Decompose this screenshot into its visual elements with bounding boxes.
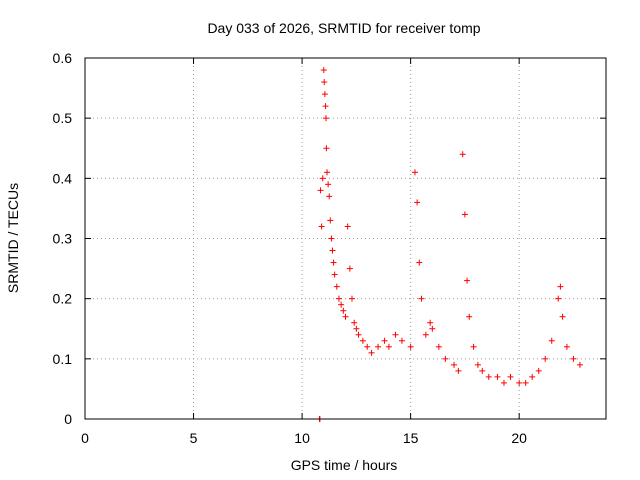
data-point	[340, 307, 347, 314]
data-point	[317, 187, 324, 194]
data-point	[322, 115, 329, 122]
data-point	[464, 277, 471, 284]
data-point	[542, 355, 549, 362]
data-point	[559, 313, 566, 320]
y-axis-label: SRMTID / TECUs	[5, 183, 21, 293]
y-tick-label: 0.6	[53, 50, 73, 66]
data-point	[485, 373, 492, 380]
data-point	[355, 331, 362, 338]
y-tick-label: 0.5	[53, 110, 73, 126]
data-point	[494, 373, 501, 380]
data-point	[422, 331, 429, 338]
data-point	[414, 199, 421, 206]
data-point	[381, 337, 388, 344]
data-point	[346, 265, 353, 272]
data-point	[479, 367, 486, 374]
data-point	[328, 235, 335, 242]
data-point	[321, 91, 328, 98]
data-point	[351, 319, 358, 326]
axis-ticks: 0 5 10 15 20 0 0.1 0.2 0.3 0.4 0.5 0.6	[53, 50, 606, 446]
data-point	[364, 343, 371, 350]
data-point	[392, 331, 399, 338]
data-point	[342, 313, 349, 320]
data-point	[407, 343, 414, 350]
data-point	[353, 325, 360, 332]
data-point	[349, 295, 356, 302]
data-point	[470, 343, 477, 350]
data-point	[338, 301, 345, 308]
y-tick-label: 0.3	[53, 231, 73, 247]
data-point	[368, 349, 375, 356]
data-point	[318, 223, 325, 230]
data-point	[398, 337, 405, 344]
data-point	[466, 313, 473, 320]
data-point	[427, 319, 434, 326]
data-point	[385, 343, 392, 350]
data-point	[325, 181, 332, 188]
data-point	[474, 361, 481, 368]
data-point	[570, 355, 577, 362]
data-point	[529, 373, 536, 380]
data-point	[455, 367, 462, 374]
data-point	[442, 355, 449, 362]
data-point	[330, 259, 337, 266]
data-point	[418, 295, 425, 302]
data-point	[329, 247, 336, 254]
data-point	[516, 379, 523, 386]
data-point	[576, 361, 583, 368]
data-point	[522, 379, 529, 386]
data-points	[316, 67, 583, 422]
data-point	[459, 151, 466, 158]
data-point	[411, 169, 418, 176]
data-point	[319, 175, 326, 182]
data-point	[557, 283, 564, 290]
data-point	[500, 379, 507, 386]
y-tick-label: 0.1	[53, 351, 73, 367]
chart-title: Day 033 of 2026, SRMTID for receiver tom…	[207, 20, 480, 36]
data-point	[321, 79, 328, 86]
data-point	[461, 211, 468, 218]
data-point	[416, 259, 423, 266]
x-tick-label: 10	[294, 430, 310, 446]
grid-lines	[85, 58, 606, 419]
data-point	[322, 103, 329, 110]
data-point	[327, 217, 334, 224]
data-point	[359, 337, 366, 344]
data-point	[333, 283, 340, 290]
data-point	[535, 367, 542, 374]
data-point	[507, 373, 514, 380]
data-point	[375, 343, 382, 350]
data-point	[344, 223, 351, 230]
data-point	[326, 193, 333, 200]
x-axis-label: GPS time / hours	[291, 457, 398, 473]
data-point	[451, 361, 458, 368]
data-point	[331, 271, 338, 278]
x-tick-label: 20	[511, 430, 527, 446]
y-tick-label: 0	[64, 411, 72, 427]
y-tick-label: 0.4	[53, 170, 73, 186]
data-point	[324, 169, 331, 176]
plot-frame	[84, 57, 607, 420]
data-point	[323, 145, 330, 152]
x-tick-label: 0	[81, 430, 89, 446]
x-tick-label: 15	[403, 430, 419, 446]
data-point	[555, 295, 562, 302]
data-point	[429, 325, 436, 332]
data-point	[435, 343, 442, 350]
data-point	[548, 337, 555, 344]
x-tick-label: 5	[190, 430, 198, 446]
y-tick-label: 0.2	[53, 291, 73, 307]
data-point	[335, 295, 342, 302]
data-point	[320, 67, 327, 74]
data-point	[563, 343, 570, 350]
